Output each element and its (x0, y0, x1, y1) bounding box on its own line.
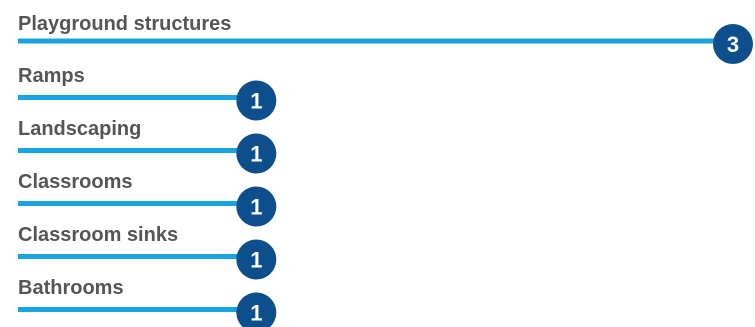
value-label: 1 (250, 248, 262, 273)
bar (18, 148, 257, 153)
value-badge (236, 186, 277, 227)
bar (18, 254, 257, 259)
category-label: Bathrooms (18, 277, 124, 299)
bar (18, 201, 257, 206)
value-badge (236, 292, 277, 327)
value-badge (713, 24, 753, 64)
value-badge (236, 133, 277, 174)
category-label: Playground structures (18, 13, 231, 35)
category-label: Classroom sinks (18, 224, 178, 246)
category-label: Classrooms (18, 171, 133, 193)
category-label: Ramps (18, 65, 85, 87)
category-label: Landscaping (18, 118, 141, 140)
value-badge (236, 80, 277, 121)
bar (18, 95, 257, 100)
value-label: 1 (250, 142, 262, 167)
value-label: 1 (250, 301, 262, 326)
value-label: 3 (727, 32, 739, 57)
bar (18, 38, 733, 44)
value-label: 1 (250, 89, 262, 114)
bar (18, 307, 257, 312)
value-label: 1 (250, 195, 262, 220)
value-badge (236, 239, 277, 280)
